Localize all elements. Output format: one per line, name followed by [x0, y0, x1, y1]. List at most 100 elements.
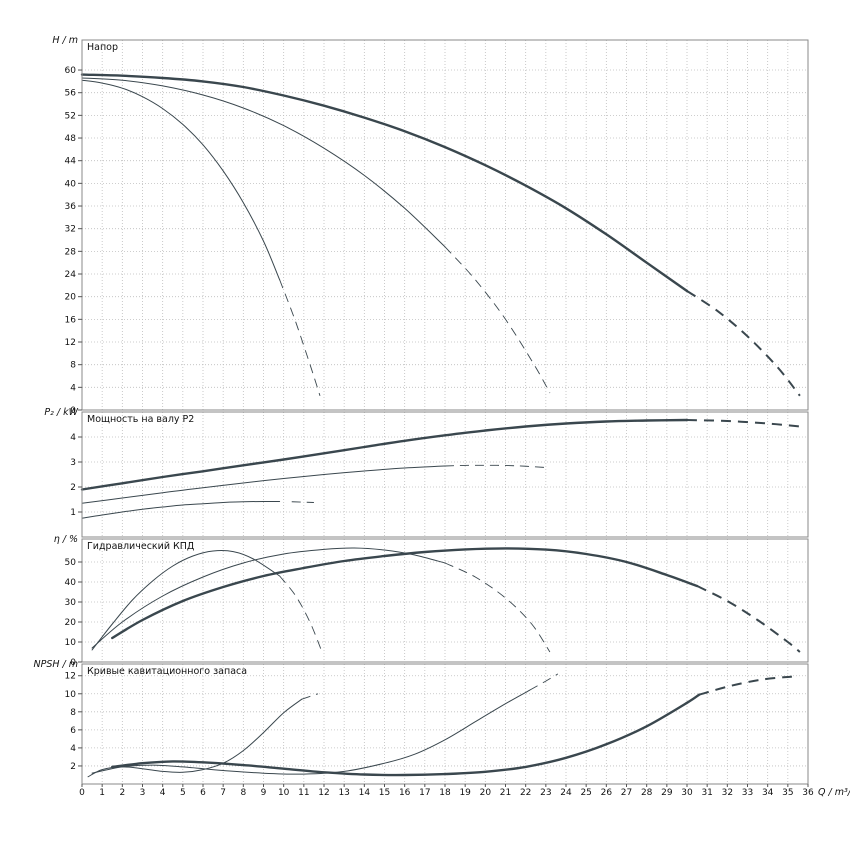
curve-3-solid [81, 501, 281, 519]
y-tick-label: 12 [65, 338, 76, 348]
x-tick-label: 4 [160, 788, 166, 798]
curve-2-dashed [444, 464, 550, 469]
x-tick-label: 16 [399, 788, 411, 798]
y-tick-label: 60 [65, 66, 77, 76]
y-tick-label: 40 [65, 179, 77, 189]
y-tick-label: 4 [70, 433, 76, 443]
curve-1-solid [80, 73, 689, 293]
y-tick-label: 6 [70, 726, 76, 736]
panel-npsh: 2 4 6 8 10 12 NPSH / m Кривые кавитационного за… [33, 659, 809, 785]
curve-2-dashed [444, 246, 551, 394]
curve-1-dashed [686, 419, 800, 428]
panel-title: Гидравлический КПД [87, 541, 194, 552]
y-tick-label: 8 [70, 708, 76, 718]
x-tick-label: 1 [99, 788, 105, 798]
y-tick-label: 2 [70, 483, 76, 493]
y-tick-label: 12 [65, 672, 76, 682]
x-tick-label: 23 [540, 788, 551, 798]
x-tick-label: 24 [560, 788, 572, 798]
y-tick-label: 0 [70, 658, 76, 668]
x-tick-label: 34 [762, 788, 774, 798]
x-tick-label: 32 [722, 788, 733, 798]
curve-3-solid [81, 79, 281, 281]
x-axis: 0 1 2 3 4 5 6 7 8 9 10 11 12 13 14 15 16 17 18 19 20 21 22 23 24… [79, 784, 850, 798]
curve-2-dashed [444, 562, 551, 653]
x-tick-label: 14 [359, 788, 371, 798]
curve-2-solid [81, 465, 446, 504]
panel-power: 1 2 3 4 P₂ / kW Мощность на валу P2 [44, 407, 809, 538]
curve-1-solid [111, 693, 701, 777]
y-tick-label: 4 [70, 744, 76, 754]
y-tick-label: 40 [65, 578, 77, 588]
x-tick-label: 17 [419, 788, 430, 798]
y-axis-unit-label: η / % [54, 534, 78, 545]
y-tick-label: 24 [65, 270, 77, 280]
y-tick-label: 30 [65, 598, 77, 608]
y-tick-label: 10 [65, 690, 77, 700]
y-tick-label: 4 [70, 383, 76, 393]
x-tick-label: 9 [261, 788, 267, 798]
y-tick-label: 48 [65, 134, 77, 144]
x-tick-label: 20 [480, 788, 492, 798]
curve-1-dashed [686, 290, 801, 397]
x-tick-label: 15 [379, 788, 390, 798]
curve-1-solid [80, 418, 689, 491]
x-tick-label: 19 [459, 788, 471, 798]
curve-3-dashed [301, 693, 319, 700]
x-tick-label: 28 [641, 788, 653, 798]
curve-1-solid [111, 547, 699, 640]
x-tick-label: 3 [140, 788, 146, 798]
y-tick-label: 2 [70, 762, 76, 772]
y-tick-label: 8 [70, 361, 76, 371]
y-tick-label: 0 [70, 406, 76, 416]
curve-3-dashed [279, 279, 321, 396]
y-tick-label: 44 [65, 157, 77, 167]
x-tick-label: 10 [278, 788, 290, 798]
x-tick-label: 5 [180, 788, 186, 798]
curve-3-solid [91, 550, 281, 651]
x-tick-label: 7 [220, 788, 226, 798]
x-tick-label: 18 [439, 788, 451, 798]
y-tick-label: 3 [70, 458, 76, 468]
x-tick-label: 36 [802, 788, 814, 798]
curve-3-dashed [291, 501, 314, 503]
curve-2-solid [91, 689, 531, 775]
y-tick-label: 56 [65, 89, 77, 99]
y-tick-label: 36 [65, 202, 77, 212]
y-axis-unit-label: H / m [52, 35, 78, 46]
x-tick-label: 12 [318, 788, 329, 798]
x-tick-label: 26 [601, 788, 613, 798]
x-tick-label: 30 [681, 788, 693, 798]
curve-2-dashed [529, 673, 559, 691]
curve-3-solid [87, 698, 303, 778]
x-tick-label: 6 [200, 788, 206, 798]
panel-efficiency: 0 10 20 30 40 50 η / % Гидравлический КПД [54, 534, 809, 668]
y-tick-label: 52 [65, 111, 76, 121]
y-tick-label: 20 [65, 618, 77, 628]
x-tick-label: 29 [661, 788, 673, 798]
panel-border [81, 411, 809, 538]
y-tick-label: 20 [65, 293, 77, 303]
y-axis-unit-label: P₂ / kW [44, 407, 78, 418]
panel-title: Кривые кавитационного запаса [87, 666, 247, 677]
panel-title: Мощность на валу P2 [87, 414, 194, 425]
x-tick-label: 31 [701, 788, 712, 798]
y-tick-label: 32 [65, 225, 76, 235]
y-axis-unit-label: NPSH / m [33, 659, 78, 670]
x-tick-label: 2 [119, 788, 125, 798]
x-tick-label: 22 [520, 788, 531, 798]
x-axis-unit-label: Q / m³/h [818, 787, 850, 798]
x-tick-label: 35 [782, 788, 793, 798]
curve-2-solid [91, 547, 446, 649]
panel-border [81, 39, 809, 411]
y-tick-label: 16 [65, 315, 77, 325]
y-tick-label: 28 [65, 247, 77, 257]
panel-title: Напор [87, 42, 118, 53]
curve-1-dashed [696, 585, 801, 653]
x-tick-label: 27 [621, 788, 632, 798]
x-tick-label: 11 [298, 788, 309, 798]
x-tick-label: 25 [580, 788, 591, 798]
x-tick-label: 8 [240, 788, 246, 798]
